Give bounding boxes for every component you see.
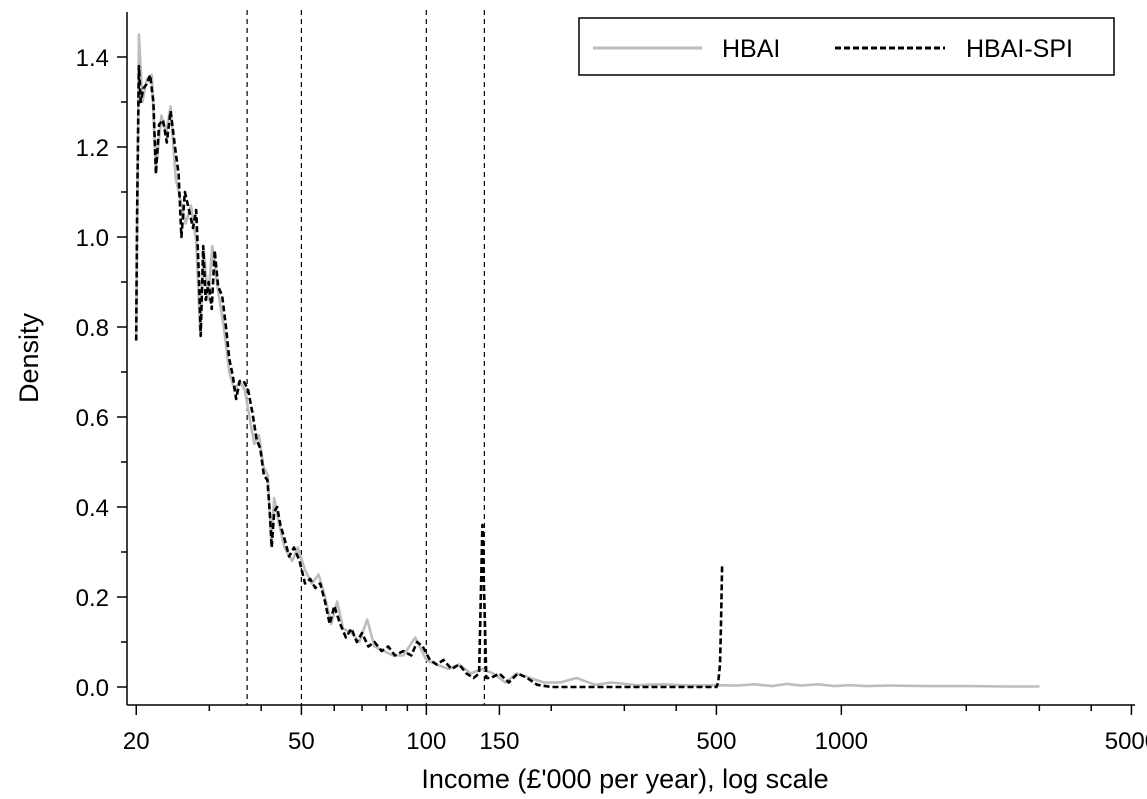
y-tick-label: 0.0	[76, 675, 109, 702]
y-tick-label: 0.6	[76, 405, 109, 432]
reference-lines	[246, 10, 485, 705]
y-tick-label: 0.8	[76, 315, 109, 342]
x-tick-label: 100	[406, 728, 446, 755]
legend-label-hbai: HBAI	[722, 35, 780, 63]
y-ticks: 0.0 0.2 0.4 0.6 0.8 1.0 1.2 1.4	[76, 45, 127, 702]
y-tick-label: 1.2	[76, 135, 109, 162]
legend-label-hbai-spi: HBAI-SPI	[966, 35, 1073, 63]
x-tick-label: 20	[123, 728, 150, 755]
x-tick-label: 5000	[1105, 728, 1147, 755]
x-axis-title: Income (£'000 per year), log scale	[421, 764, 828, 794]
y-tick-label: 1.0	[76, 225, 109, 252]
axes	[126, 12, 1135, 706]
series-line-hbai-spi	[134, 64, 724, 689]
series-layer	[134, 33, 1040, 689]
x-ticks: 20 50 100 150 500 1000 5000	[123, 705, 1147, 755]
x-tick-label: 150	[479, 728, 519, 755]
x-tick-label: 50	[288, 728, 315, 755]
x-tick-label: 500	[696, 728, 736, 755]
legend: HBAI HBAI-SPI	[578, 17, 1115, 76]
y-tick-label: 0.4	[76, 495, 109, 522]
y-axis-title: Density	[14, 312, 44, 403]
series-line-hbai	[134, 33, 1040, 688]
x-tick-label: 1000	[815, 728, 868, 755]
y-tick-label: 1.4	[76, 45, 109, 72]
y-tick-label: 0.2	[76, 585, 109, 612]
